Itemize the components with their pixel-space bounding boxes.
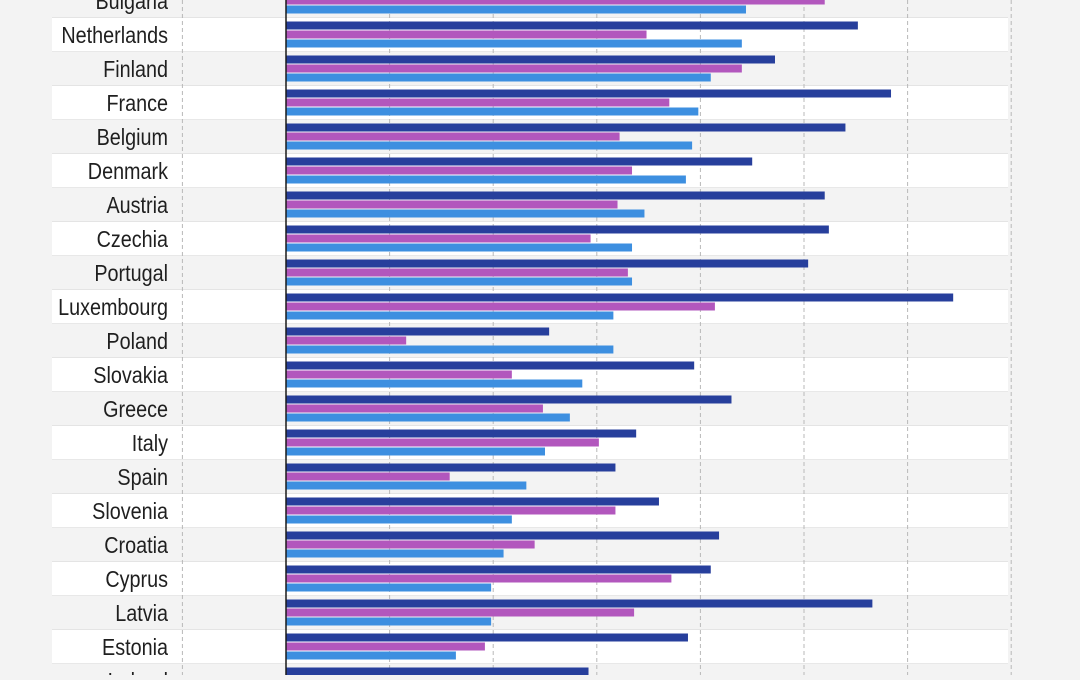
bar bbox=[286, 413, 570, 422]
category-label: Portugal bbox=[94, 261, 168, 287]
bar bbox=[286, 191, 825, 200]
bar bbox=[286, 21, 858, 30]
category-label: Ireland bbox=[108, 669, 168, 675]
category-label: Latvia bbox=[115, 601, 168, 627]
bar bbox=[286, 123, 846, 132]
bar bbox=[286, 438, 599, 447]
bar bbox=[286, 667, 589, 676]
bar bbox=[286, 5, 746, 14]
bar bbox=[286, 463, 616, 472]
bar bbox=[286, 277, 633, 286]
bar bbox=[286, 73, 711, 82]
bar bbox=[286, 107, 699, 116]
bar bbox=[286, 311, 614, 320]
bar bbox=[286, 132, 620, 141]
category-label: Bulgaria bbox=[95, 0, 168, 14]
bar bbox=[286, 259, 809, 268]
bar bbox=[286, 243, 633, 252]
bar bbox=[286, 361, 695, 370]
category-label: Finland bbox=[103, 57, 168, 83]
category-label: Netherlands bbox=[61, 23, 168, 49]
category-label: Slovenia bbox=[92, 499, 168, 525]
category-label: Greece bbox=[103, 397, 168, 423]
category-label: Czechia bbox=[97, 227, 168, 253]
bar bbox=[286, 565, 711, 574]
category-label: Denmark bbox=[88, 159, 168, 185]
bar bbox=[286, 370, 512, 379]
bar bbox=[286, 429, 637, 438]
bar bbox=[286, 0, 825, 5]
bar bbox=[286, 549, 504, 558]
bar bbox=[286, 379, 583, 388]
bar bbox=[286, 617, 492, 626]
bar bbox=[286, 175, 686, 184]
bar bbox=[286, 540, 535, 549]
bar bbox=[286, 642, 485, 651]
bar bbox=[286, 141, 693, 150]
category-label: Estonia bbox=[102, 635, 168, 661]
category-label: Luxembourg bbox=[58, 295, 168, 321]
bar bbox=[286, 395, 732, 404]
bar bbox=[286, 336, 407, 345]
bar bbox=[286, 30, 647, 39]
category-label: France bbox=[106, 91, 168, 117]
bar bbox=[286, 166, 633, 175]
bar bbox=[286, 515, 512, 524]
category-label: Slovakia bbox=[93, 363, 168, 389]
bar bbox=[286, 39, 742, 48]
category-labels: Bulgaria Netherlands Finland France Belgium D… bbox=[58, 0, 169, 680]
category-label: Italy bbox=[132, 431, 169, 457]
bar bbox=[286, 200, 618, 209]
bar bbox=[286, 404, 543, 413]
bar bbox=[286, 225, 829, 234]
bar bbox=[286, 209, 645, 218]
bar bbox=[286, 157, 753, 166]
bar bbox=[286, 497, 659, 506]
bar bbox=[286, 268, 628, 277]
category-label: Spain bbox=[117, 465, 168, 491]
category-label: Belgium bbox=[97, 125, 168, 151]
bar bbox=[286, 481, 527, 490]
bars bbox=[286, 0, 954, 676]
bar bbox=[286, 64, 742, 73]
bar bbox=[286, 234, 591, 243]
bar bbox=[286, 302, 715, 311]
bar bbox=[286, 327, 550, 336]
category-label: Poland bbox=[106, 329, 168, 355]
bar bbox=[286, 55, 775, 64]
category-label: Croatia bbox=[104, 533, 168, 559]
bar bbox=[286, 608, 635, 617]
bar bbox=[286, 345, 614, 354]
category-label: Cyprus bbox=[105, 567, 168, 593]
category-label: Austria bbox=[106, 193, 168, 219]
bar bbox=[286, 599, 873, 608]
bar bbox=[286, 651, 456, 660]
bar bbox=[286, 89, 892, 98]
bar bbox=[286, 506, 616, 515]
bar bbox=[286, 633, 688, 642]
bar bbox=[286, 531, 720, 540]
bar bbox=[286, 472, 450, 481]
bar bbox=[286, 447, 545, 456]
bar bbox=[286, 574, 672, 583]
bar bbox=[286, 98, 670, 107]
bar bbox=[286, 583, 492, 592]
bar bbox=[286, 293, 954, 302]
